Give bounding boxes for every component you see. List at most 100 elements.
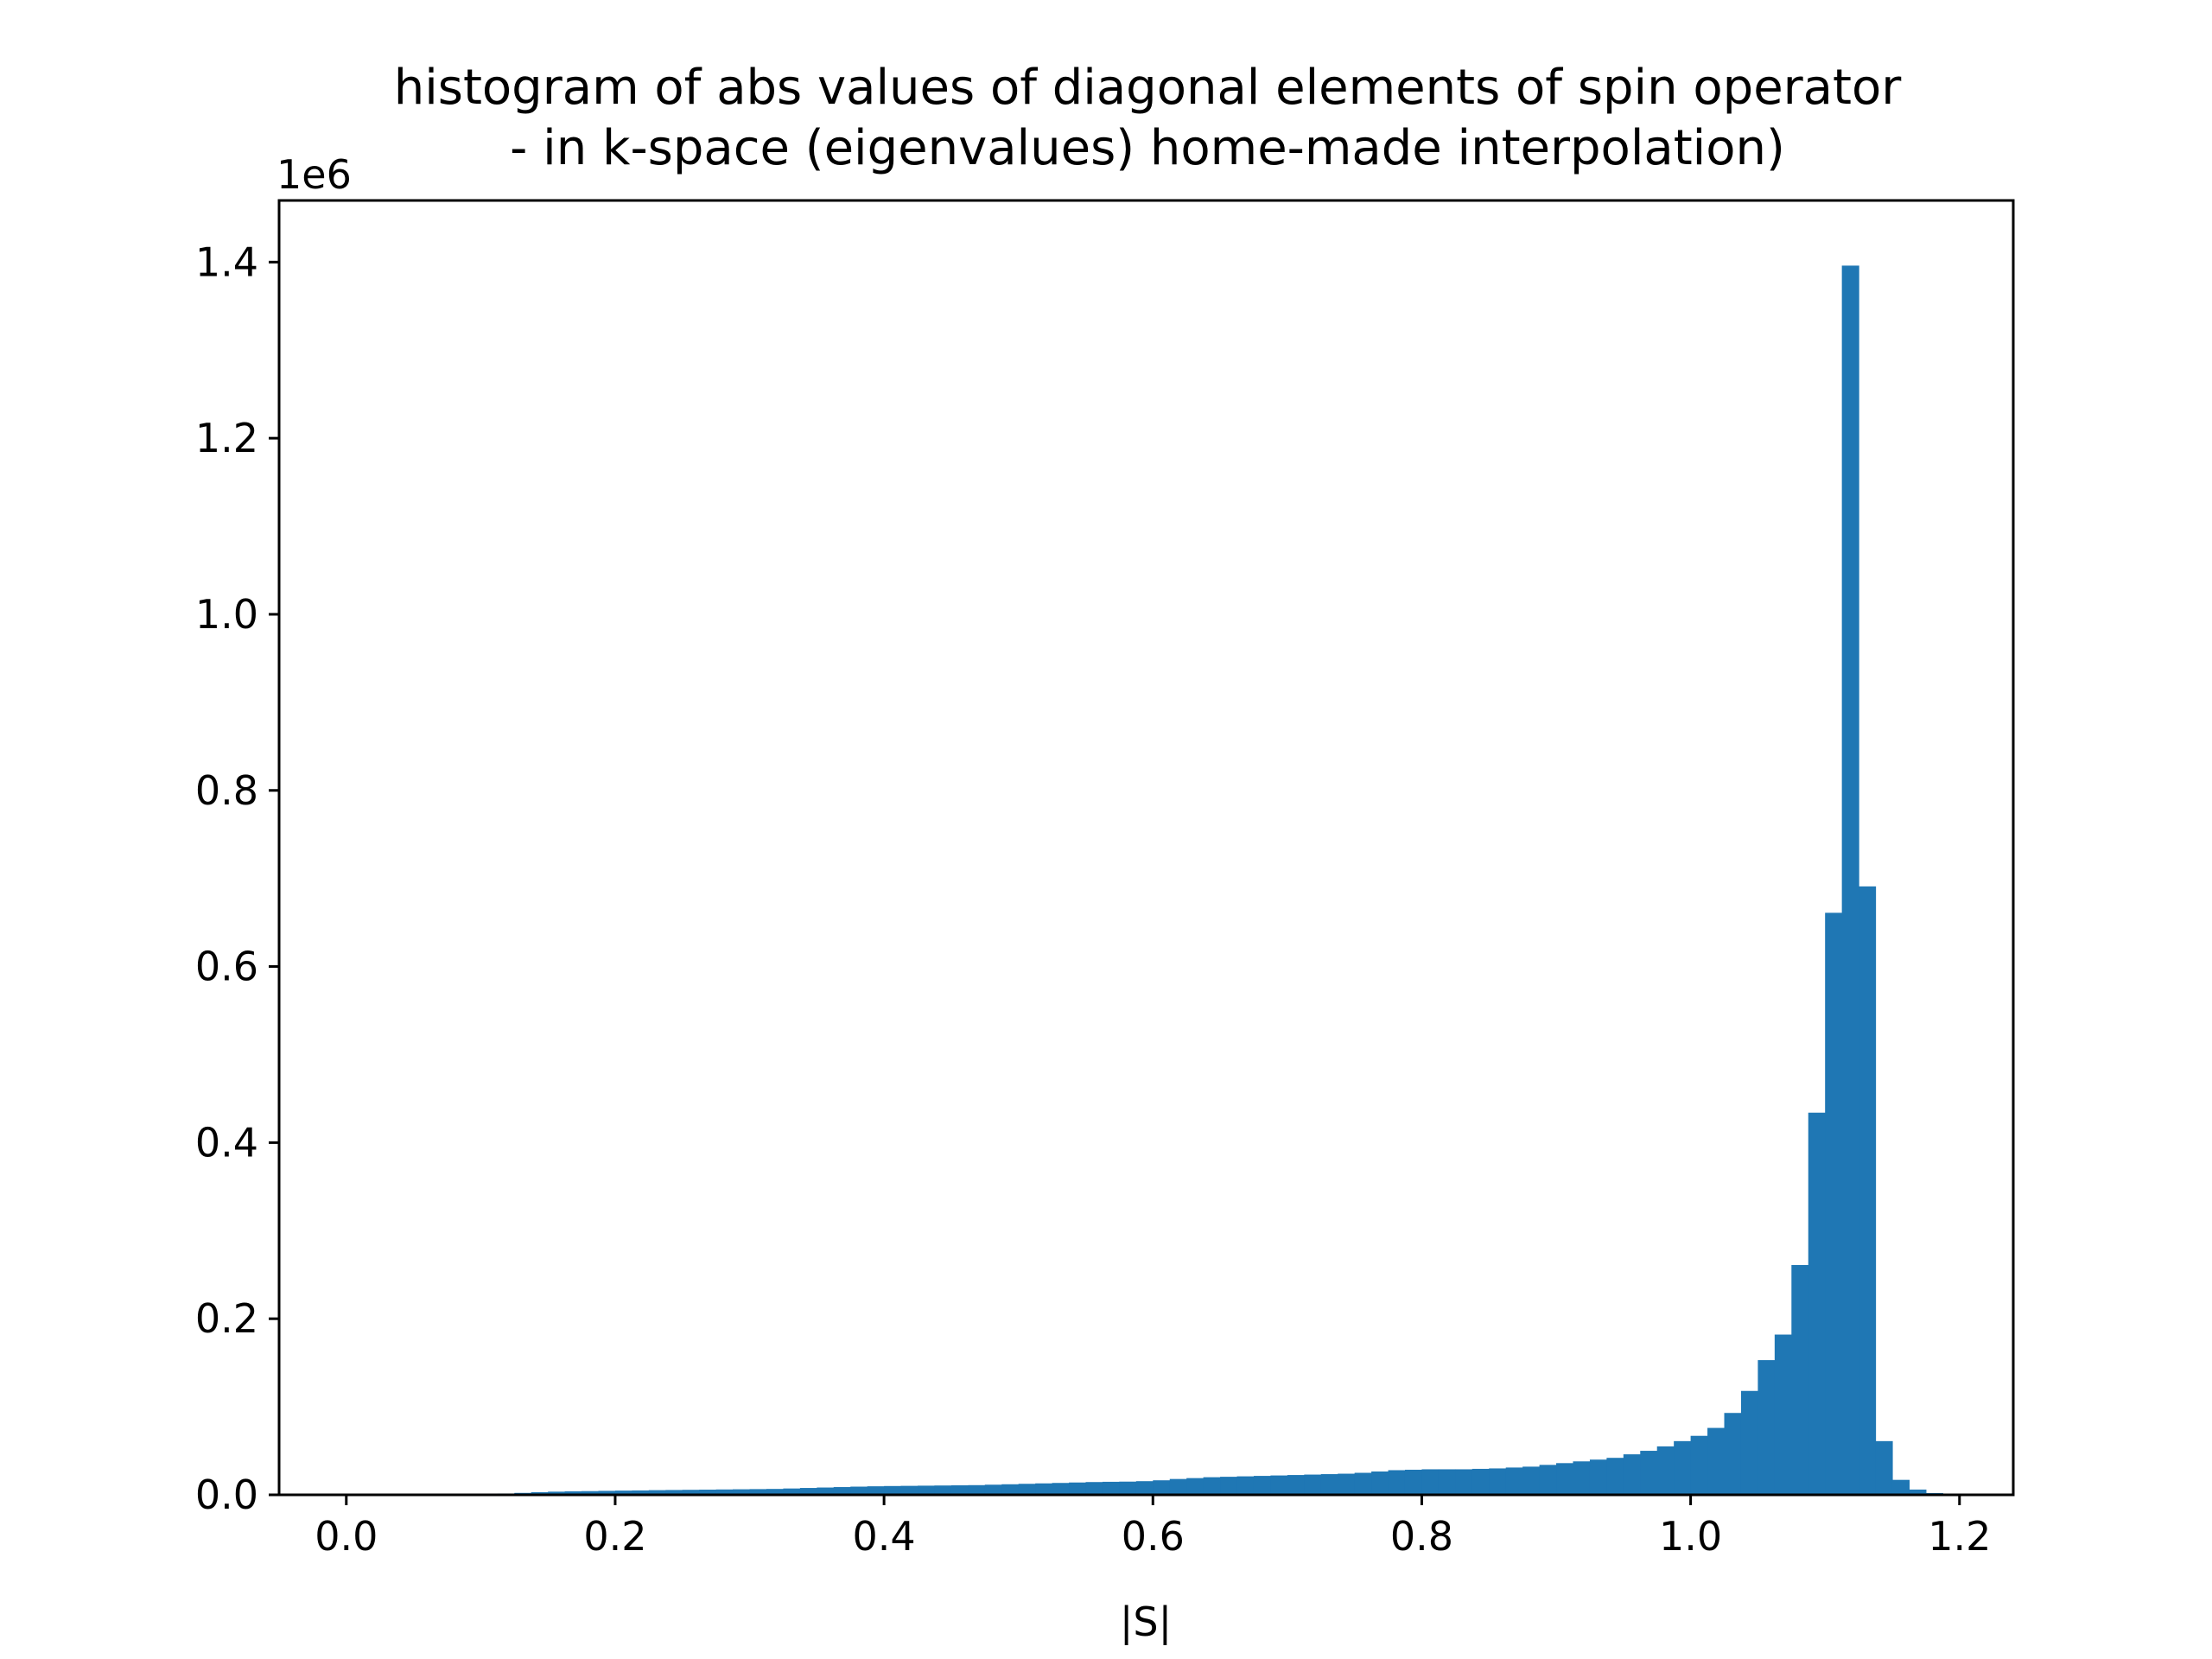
histogram-bar <box>900 1485 918 1495</box>
x-tick-label: 0.6 <box>1122 1513 1185 1560</box>
histogram-bar <box>1690 1435 1708 1495</box>
histogram-bar <box>1640 1451 1658 1495</box>
histogram-bar <box>1589 1459 1607 1495</box>
histogram-bar <box>1304 1474 1322 1495</box>
histogram-bar <box>918 1485 936 1495</box>
plot-frame <box>277 199 2015 1497</box>
histogram-bar <box>1455 1469 1473 1495</box>
y-tick-label: 0.8 <box>195 767 258 814</box>
histogram-bar <box>1069 1482 1087 1495</box>
x-tick-label: 0.0 <box>315 1513 378 1560</box>
y-tick-label: 1.0 <box>195 591 258 638</box>
histogram-bar <box>817 1487 835 1495</box>
histogram-bar <box>548 1491 566 1495</box>
histogram-bar <box>1606 1458 1624 1495</box>
histogram-bar <box>1471 1468 1490 1495</box>
y-tick-label: 1.2 <box>195 415 258 461</box>
histogram-bar <box>1740 1390 1758 1495</box>
histogram-bar <box>1539 1465 1557 1495</box>
histogram-bar <box>1338 1473 1356 1495</box>
histogram-bar <box>715 1489 734 1495</box>
histogram-bar <box>1841 265 1859 1495</box>
y-tick-label: 0.0 <box>195 1471 258 1518</box>
histogram-bars <box>379 265 2011 1495</box>
histogram-bar <box>1421 1469 1440 1495</box>
x-tick-label: 0.2 <box>583 1513 646 1560</box>
histogram-bar <box>934 1485 952 1495</box>
histogram-bar <box>1489 1468 1507 1495</box>
histogram-bar <box>766 1489 785 1495</box>
x-tick-label: 1.0 <box>1659 1513 1722 1560</box>
histogram-bar <box>1388 1470 1406 1495</box>
histogram-bar <box>733 1489 751 1495</box>
histogram-bar <box>1674 1440 1692 1495</box>
histogram-bar <box>950 1484 969 1495</box>
y-tick-label: 0.2 <box>195 1295 258 1342</box>
histogram-bar <box>1808 1112 1826 1495</box>
y-axis-ticks: 0.0 0.2 0.4 0.6 0.8 1.0 1.2 1.4 <box>195 238 279 1518</box>
histogram-bar <box>1287 1475 1305 1495</box>
chart-title-line-1: histogram of abs values of diagonal elem… <box>394 60 1902 116</box>
histogram-bar <box>682 1490 700 1495</box>
histogram-bar <box>884 1485 902 1495</box>
histogram-bar <box>1186 1478 1205 1495</box>
histogram-bar <box>665 1490 683 1495</box>
histogram-bar <box>1153 1480 1171 1495</box>
histogram-bar <box>598 1491 616 1495</box>
histogram-bar <box>1505 1467 1523 1495</box>
histogram-bar <box>1236 1476 1255 1495</box>
x-tick-label: 0.8 <box>1390 1513 1453 1560</box>
histogram-bar <box>968 1484 986 1495</box>
histogram-bar <box>1052 1483 1070 1495</box>
histogram-bar <box>1169 1478 1187 1495</box>
histogram-bar <box>1825 912 1843 1495</box>
x-tick-label: 0.4 <box>853 1513 916 1560</box>
histogram-bar <box>1791 1265 1809 1495</box>
histogram-bar <box>1556 1463 1574 1495</box>
histogram-bar <box>1909 1489 1927 1495</box>
histogram-bar <box>1119 1481 1137 1495</box>
histogram-bar <box>1371 1471 1389 1495</box>
histogram-bar <box>1253 1476 1272 1495</box>
histogram-bar <box>749 1489 767 1495</box>
histogram-bar <box>1270 1475 1288 1495</box>
histogram-bar <box>1102 1481 1120 1495</box>
histogram-bar <box>1891 1479 1910 1495</box>
x-axis-label: |S| <box>1120 1599 1172 1646</box>
histogram-bar <box>1707 1427 1726 1495</box>
histogram-bar <box>867 1486 885 1495</box>
x-axis-ticks: 0.0 0.2 0.4 0.6 0.8 1.0 1.2 <box>315 1495 1991 1560</box>
histogram-bar <box>1758 1360 1776 1495</box>
histogram-bar <box>582 1491 600 1495</box>
chart-title-line-2: - in k-space (eigenvalues) home-made int… <box>510 120 1785 176</box>
histogram-bar <box>1875 1440 1893 1495</box>
histogram-bar <box>1623 1454 1641 1495</box>
histogram-bar <box>1774 1334 1792 1495</box>
histogram-bar <box>1203 1477 1221 1495</box>
histogram-bar <box>648 1490 666 1495</box>
histogram-bar <box>833 1487 851 1495</box>
x-tick-label: 1.2 <box>1928 1513 1991 1560</box>
histogram-bar <box>531 1491 549 1495</box>
histogram-bar <box>1859 886 1877 1495</box>
histogram-bar <box>1522 1466 1541 1495</box>
histogram-bar <box>1404 1469 1423 1495</box>
y-axis-offset-label: 1e6 <box>276 151 352 198</box>
histogram-bar <box>799 1488 817 1495</box>
histogram-bar <box>1354 1472 1372 1495</box>
histogram-bar <box>1035 1483 1053 1495</box>
histogram-bar <box>564 1491 582 1495</box>
y-tick-label: 0.6 <box>195 944 258 990</box>
histogram-bar <box>1220 1477 1238 1495</box>
histogram-bar <box>1135 1481 1154 1495</box>
histogram-bar <box>1573 1461 1591 1495</box>
histogram-bar <box>1438 1469 1456 1495</box>
histogram-bar <box>1656 1446 1675 1495</box>
histogram-bar <box>614 1491 632 1495</box>
y-tick-label: 0.4 <box>195 1119 258 1166</box>
y-tick-label: 1.4 <box>195 238 258 285</box>
histogram-bar <box>1724 1413 1742 1495</box>
histogram-bar <box>699 1489 717 1495</box>
